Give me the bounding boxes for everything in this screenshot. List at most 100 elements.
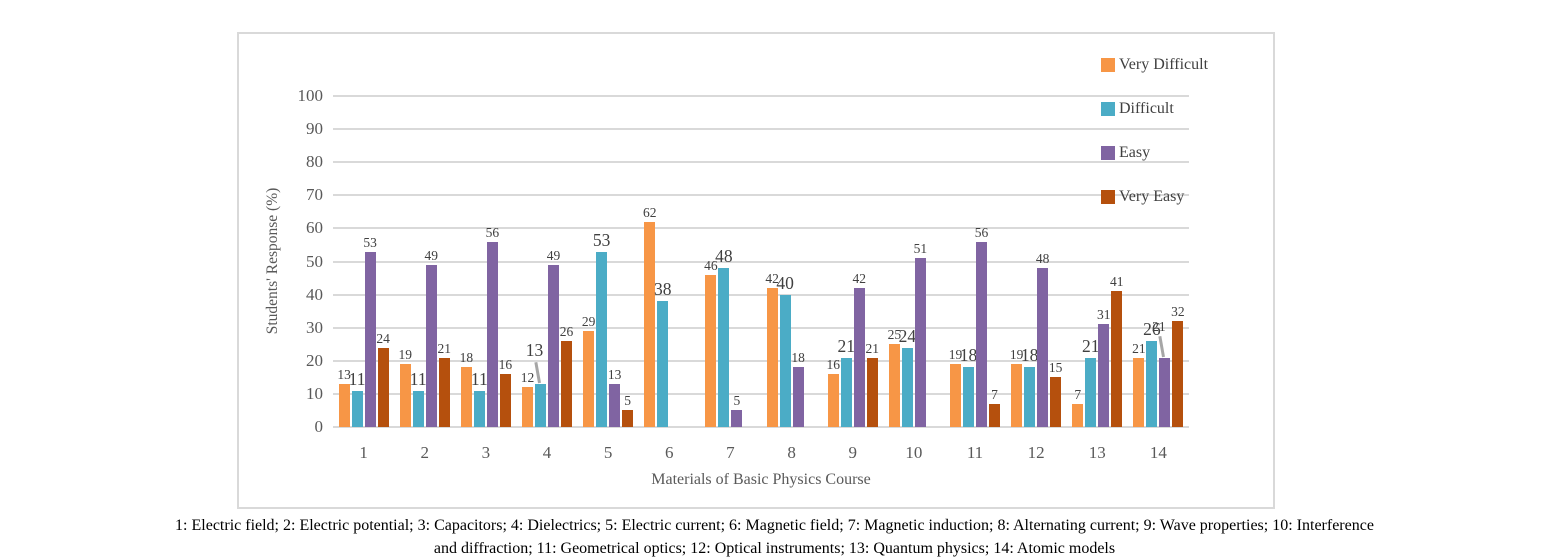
bar-difficult (657, 301, 669, 427)
chart-frame: Students' Response (%) 0 10 20 30 40 50 60 70 80… (237, 32, 1275, 509)
x-tick-label: 14 (1149, 443, 1167, 462)
bar-value-label: 48 (715, 246, 733, 267)
bar-very-easy (622, 410, 634, 427)
x-tick-label: 6 (665, 443, 674, 462)
x-tick-label: 13 (1088, 443, 1106, 462)
x-tick-label: 5 (603, 443, 613, 462)
y-tick-label: 40 (306, 284, 323, 304)
x-tick-label: 3 (481, 443, 491, 462)
gridline (333, 260, 1189, 263)
bar-very-difficult (705, 274, 717, 427)
bar-value-label: 48 (1035, 251, 1050, 267)
bar-very-difficult (950, 364, 961, 427)
bar-easy (731, 410, 743, 427)
gridline (333, 95, 1189, 97)
y-tick-label: 100 (297, 86, 324, 105)
x-tick-label: 4 (542, 443, 552, 462)
plot-area: 13 19 18 12 29 62 46 42 16 25 19 19 7 21 11 11 11 13 53 38 4… (333, 95, 1189, 428)
y-tick-label: 50 (306, 251, 323, 271)
bar-value-label: 19 (398, 347, 412, 363)
legend-swatch (1101, 102, 1115, 116)
bar-value-label: 15 (1048, 360, 1063, 376)
bar-easy (792, 367, 804, 427)
bar-very-easy (499, 374, 511, 427)
gridline (333, 194, 1189, 197)
bar-difficult (535, 383, 546, 427)
bar-easy (1098, 324, 1110, 427)
x-axis-title: Materials of Basic Physics Course (651, 471, 871, 488)
bar-difficult (351, 390, 363, 427)
y-axis-tick-labels: 0 10 20 30 40 50 60 70 80 90 100 (259, 86, 324, 436)
legend: Very Difficult Difficult Easy Very Easy (1101, 56, 1208, 232)
bar-value-label: 19 (1009, 347, 1024, 363)
bar-very-difficult (1133, 357, 1145, 427)
bar-value-label: 13 (337, 366, 351, 382)
bar-value-label: 31 (1097, 307, 1111, 323)
bar-very-difficult (522, 387, 533, 427)
x-tick-label: 7 (726, 443, 735, 462)
x-tick-label: 8 (787, 443, 796, 462)
bar-difficult (901, 347, 913, 427)
bar-value-label: 11 (409, 368, 427, 389)
bar-difficult (779, 294, 791, 427)
bar-value-label: 56 (485, 224, 500, 240)
bar-difficult (1085, 357, 1097, 427)
bar-difficult (718, 268, 730, 427)
bar-easy (609, 383, 621, 427)
bar-value-label: 53 (592, 229, 611, 250)
bar-value-label: 42 (765, 270, 779, 286)
bar-value-label: 21 (1132, 340, 1146, 356)
gridline (333, 128, 1189, 131)
gridline (333, 293, 1189, 296)
gridline (333, 326, 1189, 329)
bar-very-easy (1111, 291, 1123, 427)
bar-value-label: 40 (776, 272, 794, 293)
figure-caption: 1: Electric field; 2: Electric potential… (0, 514, 1549, 559)
bar-value-label: 49 (424, 247, 438, 263)
bar-value-label: 18 (459, 350, 474, 366)
caption-line-1: 1: Electric field; 2: Electric potential… (175, 517, 1374, 534)
bar-very-difficult (399, 364, 411, 427)
y-tick-label: 90 (306, 119, 323, 139)
x-tick-label: 10 (905, 443, 923, 462)
x-tick-label: 9 (848, 443, 857, 462)
bar-very-difficult (1011, 364, 1023, 427)
bar-value-label: 49 (546, 247, 561, 263)
legend-item-very-easy: Very Easy (1101, 188, 1208, 206)
bar-value-label: 21 (437, 340, 451, 356)
bar-value-label: 38 (654, 279, 672, 300)
x-tick-label: 12 (1027, 443, 1045, 462)
bar-value-label: 16 (826, 357, 840, 373)
legend-label: Very Difficult (1119, 56, 1209, 73)
y-tick-label: 10 (306, 383, 323, 403)
bar-value-label: 11 (470, 368, 488, 389)
bar-value-label: 46 (704, 257, 718, 273)
bar-very-difficult (338, 383, 350, 427)
bar-value-label: 19 (948, 347, 963, 363)
bar-value-label: 21 (1152, 318, 1166, 334)
bar-easy (486, 241, 498, 427)
legend-swatch (1101, 58, 1115, 72)
x-axis-tick-labels: 1 2 3 4 5 6 7 8 9 10 11 12 13 14 (333, 443, 1189, 467)
legend-item-very-difficult: Very Difficult (1101, 56, 1208, 74)
bar-difficult (473, 390, 485, 427)
bar-very-difficult (766, 287, 778, 427)
bar-easy (548, 264, 559, 427)
gridline (333, 392, 1189, 395)
bar-very-difficult (888, 344, 900, 427)
bar-value-label: 26 (1143, 318, 1161, 339)
y-tick-label: 70 (306, 185, 323, 205)
bar-value-label: 21 (1082, 335, 1100, 356)
y-tick-label: 20 (306, 350, 323, 370)
legend-swatch (1101, 146, 1115, 160)
bar-value-label: 29 (581, 314, 596, 330)
bar-difficult (963, 367, 974, 427)
x-tick-label: 1 (359, 443, 368, 462)
bar-value-label: 24 (898, 325, 917, 346)
bar-easy (976, 241, 987, 427)
bar-value-label: 13 (525, 339, 544, 360)
bar-very-difficult (644, 221, 656, 427)
bar-difficult (1024, 367, 1036, 427)
bar-easy (1037, 268, 1049, 427)
